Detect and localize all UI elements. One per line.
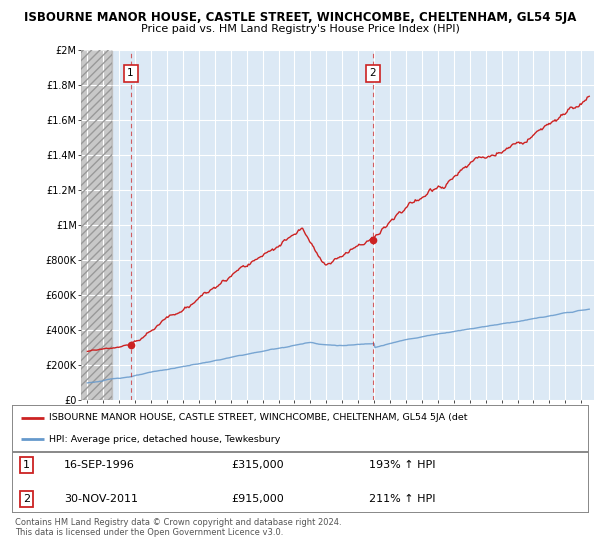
Text: 193% ↑ HPI: 193% ↑ HPI xyxy=(369,460,436,470)
Text: HPI: Average price, detached house, Tewkesbury: HPI: Average price, detached house, Tewk… xyxy=(49,435,281,444)
Text: 30-NOV-2011: 30-NOV-2011 xyxy=(64,494,138,504)
Bar xyxy=(81,50,112,400)
Text: 2: 2 xyxy=(370,68,376,78)
Bar xyxy=(81,50,112,400)
Text: 211% ↑ HPI: 211% ↑ HPI xyxy=(369,494,436,504)
Text: ISBOURNE MANOR HOUSE, CASTLE STREET, WINCHCOMBE, CHELTENHAM, GL54 5JA: ISBOURNE MANOR HOUSE, CASTLE STREET, WIN… xyxy=(24,11,576,24)
Text: £315,000: £315,000 xyxy=(231,460,284,470)
Text: 16-SEP-1996: 16-SEP-1996 xyxy=(64,460,135,470)
Text: 2: 2 xyxy=(23,494,30,504)
Text: Contains HM Land Registry data © Crown copyright and database right 2024.
This d: Contains HM Land Registry data © Crown c… xyxy=(15,518,341,538)
Text: Price paid vs. HM Land Registry's House Price Index (HPI): Price paid vs. HM Land Registry's House … xyxy=(140,24,460,34)
Text: 1: 1 xyxy=(127,68,134,78)
Text: £915,000: £915,000 xyxy=(231,494,284,504)
Text: ISBOURNE MANOR HOUSE, CASTLE STREET, WINCHCOMBE, CHELTENHAM, GL54 5JA (det: ISBOURNE MANOR HOUSE, CASTLE STREET, WIN… xyxy=(49,413,468,422)
Text: 1: 1 xyxy=(23,460,30,470)
